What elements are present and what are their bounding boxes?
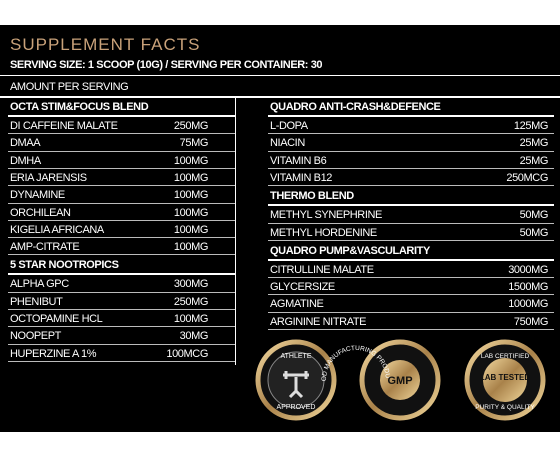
ingredient-amount: 250MG	[173, 120, 208, 132]
ingredient-name: ORCHILEAN	[10, 206, 71, 219]
row-line	[268, 133, 554, 135]
ingredient-amount: 1500MG	[508, 281, 548, 294]
ingredient-name: NIACIN	[270, 137, 305, 150]
ingredient-amount: 1000MG	[508, 298, 548, 311]
row-line	[8, 326, 235, 328]
ingredient-amount: 100MG	[173, 189, 208, 202]
ingredient-amount: 100MG	[173, 206, 208, 219]
divider	[268, 204, 554, 207]
ingredient-amount: 750MG	[513, 315, 548, 328]
ingredient-name: OCTOPAMINE HCL	[10, 313, 103, 325]
title: SUPPLEMENT FACTS	[10, 35, 201, 54]
ingredient-name: METHYL SYNEPHRINE	[270, 209, 382, 222]
ingredient-name: ERIA JARENSIS	[10, 171, 87, 184]
row-line	[268, 185, 554, 187]
ingredient-name: VITAMIN B12	[270, 171, 333, 184]
ingredient-name: DMAA	[10, 137, 41, 150]
ingredient-name: GLYCERSIZE	[270, 281, 335, 294]
row-line	[268, 277, 554, 279]
ingredient-amount: 30MG	[179, 330, 209, 343]
ingredient-amount: 3000MG	[508, 263, 548, 276]
ingredient-amount: 125MG	[513, 120, 548, 132]
ingredient-name: DMHA	[10, 154, 41, 167]
row-line	[8, 219, 235, 221]
ingredient-amount: 50MG	[519, 209, 549, 222]
row-line	[268, 167, 554, 169]
row-line	[8, 167, 235, 169]
ingredient-name: CITRULLINE MALATE	[270, 263, 374, 276]
ingredient-amount: 100MG	[173, 241, 208, 254]
row-line	[8, 360, 235, 362]
badge: LAB CERTIFIED LAB TESTED PURITY & QUALIT…	[464, 339, 546, 421]
ingredient-name: L-DOPA	[270, 120, 308, 132]
ingredient-amount: 100MG	[173, 223, 208, 236]
ingredient-name: KIGELIA AFRICANA	[10, 223, 104, 236]
badge-text: LAB TESTED	[480, 373, 530, 382]
row-line	[268, 311, 554, 313]
ingredient-amount: 50MG	[519, 226, 549, 239]
ingredient-name: HUPERZINE A 1%	[10, 347, 97, 360]
divider	[8, 273, 235, 276]
ingredient-name: ALPHA GPC	[10, 278, 69, 291]
ingredient-name: DI CAFFEINE MALATE	[10, 120, 118, 132]
ingredient-name: PHENIBUT	[10, 295, 63, 308]
divider	[0, 96, 560, 98]
ingredient-name: VITAMIN B6	[270, 154, 327, 167]
row-line	[8, 185, 235, 187]
section-heading: 5 STAR NOOTROPICS	[10, 259, 119, 272]
badge-text: APPROVED	[277, 404, 316, 411]
row-line	[268, 150, 554, 152]
supplement-label: SUPPLEMENT FACTS SERVING SIZE: 1 SCOOP (…	[0, 25, 560, 432]
row-line	[8, 254, 235, 256]
ingredient-amount: 25MG	[519, 137, 549, 150]
row-line	[8, 133, 235, 135]
badge-text: ATHLETE	[281, 353, 312, 360]
badge: ATHLETE APPROVED	[255, 339, 337, 421]
ingredient-amount: 250MCG	[506, 171, 548, 184]
row-line	[268, 294, 554, 296]
row-line	[8, 150, 235, 152]
ingredient-name: NOOPEPT	[10, 330, 61, 343]
divider	[268, 115, 554, 117]
column-divider	[235, 97, 236, 365]
row-line	[8, 291, 235, 293]
ingredient-amount: 75MG	[179, 137, 209, 150]
badge-text: GMP	[387, 375, 412, 387]
badge-text: PURITY & QUALITY	[475, 404, 535, 411]
divider	[268, 258, 554, 261]
ingredient-name: METHYL HORDENINE	[270, 226, 377, 239]
ingredient-amount: 25MG	[519, 154, 549, 167]
row-line	[8, 237, 235, 239]
ingredient-name: DYNAMINE	[10, 189, 65, 202]
row-line	[268, 239, 554, 241]
ingredient-name: AMP-CITRATE	[10, 241, 80, 254]
section-heading: THERMO BLEND	[270, 190, 354, 203]
section-heading: QUADRO PUMP&VASCULARITY	[270, 244, 430, 257]
ingredient-name: ARGININE NITRATE	[270, 315, 367, 328]
ingredient-amount: 100MG	[173, 313, 208, 325]
divider	[0, 75, 560, 76]
ingredient-name: AGMATINE	[270, 298, 324, 311]
row-line	[8, 309, 235, 310]
section-heading: OCTA STIM&FOCUS BLEND	[10, 101, 149, 113]
divider	[8, 115, 235, 117]
serving-size: SERVING SIZE: 1 SCOOP (10G) / SERVING PE…	[10, 59, 323, 71]
row-line	[8, 343, 235, 345]
badge-text: LAB CERTIFIED	[481, 353, 530, 360]
ingredient-amount: 100MG	[173, 171, 208, 184]
ingredient-amount: 100MCG	[166, 347, 208, 360]
ingredient-amount: 300MG	[173, 278, 208, 291]
section-heading: QUADRO ANTI-CRASH&DEFENCE	[270, 101, 441, 113]
row-line	[8, 202, 235, 204]
ingredient-amount: 250MG	[173, 295, 208, 308]
amount-label: AMOUNT PER SERVING	[10, 81, 129, 93]
row-line	[268, 222, 554, 224]
ingredient-amount: 100MG	[173, 154, 208, 167]
row-line	[268, 329, 554, 330]
